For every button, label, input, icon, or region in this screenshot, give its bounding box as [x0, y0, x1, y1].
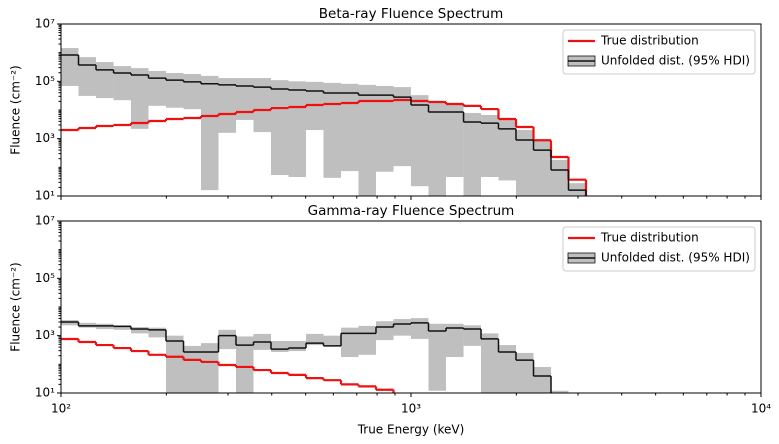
- hdi-band: [375, 85, 394, 172]
- hdi-band: [481, 333, 499, 393]
- plot-area: [61, 48, 588, 196]
- y-axis-label: Fluence (cm⁻²): [9, 65, 23, 154]
- hdi-band: [165, 335, 184, 393]
- hdi-band: [498, 119, 516, 181]
- hdi-band: [446, 103, 464, 178]
- legend-label: Unfolded dist. (95% HDI): [601, 54, 750, 68]
- legend-box: [562, 226, 756, 272]
- hdi-band: [201, 343, 219, 393]
- hdi-band: [341, 327, 359, 358]
- hdi-band: [375, 321, 394, 341]
- axes-frame: [60, 23, 762, 197]
- hdi-band: [235, 336, 254, 393]
- hdi-band: [288, 81, 307, 178]
- hdi-band: [498, 345, 516, 393]
- x-tick-label: 10⁴: [751, 402, 771, 416]
- hdi-band: [341, 83, 359, 172]
- hdi-band: [61, 48, 79, 86]
- hdi-band: [446, 323, 464, 358]
- hdi-band: [113, 325, 132, 330]
- hdi-band: [183, 345, 202, 393]
- hdi-band: [463, 325, 482, 346]
- y-tick-label: 10⁵: [35, 74, 55, 88]
- y-axis-label: Fluence (cm⁻²): [9, 262, 23, 351]
- hdi-band: [78, 57, 97, 96]
- hdi-band: [533, 140, 552, 196]
- hdi-band: [270, 80, 289, 176]
- hdi-band: [568, 183, 586, 196]
- hdi-band: [131, 327, 149, 334]
- hdi-band: [96, 62, 114, 99]
- hdi-band: [428, 323, 447, 391]
- hdi-band: [148, 70, 166, 106]
- chart-title: Beta-ray Fluence Spectrum: [319, 6, 503, 22]
- hdi-band: [411, 318, 429, 339]
- hdi-band: [323, 82, 342, 178]
- hdi-band: [288, 341, 307, 352]
- hdi-band: [393, 319, 411, 336]
- hdi-band: [428, 102, 447, 196]
- hdi-band: [551, 390, 569, 393]
- hdi-band: [218, 78, 236, 133]
- hdi-band: [393, 87, 411, 167]
- axes-frame: [60, 220, 762, 394]
- plot-area: [61, 318, 569, 393]
- y-tick-label: 10⁵: [35, 271, 55, 285]
- legend-label: Unfolded dist. (95% HDI): [601, 251, 750, 265]
- x-axis-label: True Energy (keV): [357, 423, 465, 437]
- hdi-band: [323, 335, 342, 346]
- hdi-band: [113, 66, 132, 101]
- hdi-band: [235, 78, 254, 120]
- hdi-band: [306, 333, 324, 346]
- hdi-band: [201, 75, 219, 191]
- hdi-band: [551, 160, 569, 196]
- hdi-band: [463, 112, 482, 196]
- hdi-band: [253, 78, 271, 133]
- y-tick-label: 10³: [35, 131, 55, 145]
- hdi-band: [411, 95, 429, 187]
- legend-box: [562, 29, 756, 75]
- legend-label: True distribution: [600, 34, 699, 48]
- hdi-band: [183, 74, 202, 110]
- hdi-band: [533, 366, 552, 393]
- y-tick-label: 10⁷: [35, 214, 55, 228]
- chart-title: Gamma-ray Fluence Spectrum: [308, 203, 515, 219]
- hdi-band: [358, 84, 376, 196]
- hdi-band: [148, 327, 166, 338]
- x-tick-label: 10³: [401, 402, 421, 416]
- hdi-band: [270, 341, 289, 352]
- y-tick-label: 10³: [35, 328, 55, 342]
- hdi-band: [218, 329, 236, 350]
- y-tick-label: 10⁷: [35, 17, 55, 31]
- hdi-band: [515, 130, 534, 196]
- hdi-band: [358, 325, 376, 355]
- legend-label: True distribution: [600, 231, 699, 245]
- hdi-band: [481, 114, 499, 178]
- y-tick-label: 10¹: [35, 189, 55, 203]
- hdi-band: [165, 73, 184, 108]
- hdi-band: [515, 352, 534, 393]
- y-tick-label: 10¹: [35, 386, 55, 400]
- x-tick-label: 10²: [51, 402, 71, 416]
- hdi-band: [131, 68, 149, 129]
